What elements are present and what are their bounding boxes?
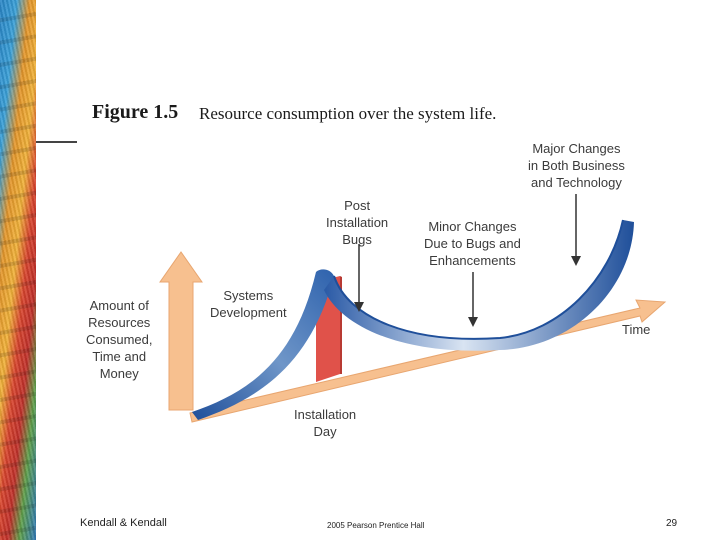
minor-changes-label-line-1: Minor Changes <box>428 219 517 234</box>
footer-authors: Kendall & Kendall <box>80 517 167 529</box>
resource-consumption-diagram <box>159 194 667 423</box>
major-changes-label-line-1: Major Changes <box>532 141 621 156</box>
post-installation-bugs-label: Post Installation Bugs <box>326 197 388 248</box>
time-axis-label: Time <box>622 322 651 337</box>
y-axis-label-line-2: Resources <box>88 315 151 330</box>
figure-number: Figure 1.5 <box>92 101 179 123</box>
footer-page-number: 29 <box>666 518 678 529</box>
post-installation-bugs-label-line-2: Installation <box>326 215 389 230</box>
systems-development-label: Systems Development <box>210 287 287 321</box>
installation-day-label-line-2: Day <box>313 424 337 439</box>
y-axis-label-line-5: Money <box>99 366 139 381</box>
systems-development-label-line-2: Development <box>210 305 287 320</box>
vertical-axis-arrow <box>159 251 203 411</box>
figure-caption: Resource consumption over the system lif… <box>199 104 497 123</box>
post-installation-bugs-pointer <box>354 244 364 312</box>
post-installation-bugs-label-line-3: Bugs <box>342 232 372 247</box>
major-changes-label: Major Changes in Both Business and Techn… <box>528 140 625 191</box>
post-installation-bugs-label-line-1: Post <box>344 198 371 213</box>
minor-changes-label-line-3: Enhancements <box>429 253 516 268</box>
y-axis-label-line-3: Consumed, <box>86 332 153 347</box>
installation-day-label: Installation Day <box>294 406 356 440</box>
minor-changes-label-line-2: Due to Bugs and <box>424 236 521 251</box>
decorative-side-strip-shade <box>0 0 36 540</box>
systems-development-label-line-1: Systems <box>223 288 274 303</box>
systems-development-curve <box>192 269 334 420</box>
y-axis-label-line-1: Amount of <box>89 298 149 313</box>
minor-changes-label: Minor Changes Due to Bugs and Enhancemen… <box>424 218 521 269</box>
y-axis-label-line-4: Time and <box>92 349 147 364</box>
installation-day-label-line-1: Installation <box>294 407 357 422</box>
y-axis-label: Amount of Resources Consumed, Time and M… <box>86 297 152 382</box>
minor-changes-pointer <box>468 272 478 327</box>
major-changes-label-line-3: and Technology <box>531 175 622 190</box>
major-changes-label-line-2: in Both Business <box>528 158 625 173</box>
footer-copyright: 2005 Pearson Prentice Hall <box>327 521 425 530</box>
major-changes-pointer <box>571 194 581 266</box>
title-rule <box>36 141 77 143</box>
decorative-side-strip <box>0 0 36 540</box>
